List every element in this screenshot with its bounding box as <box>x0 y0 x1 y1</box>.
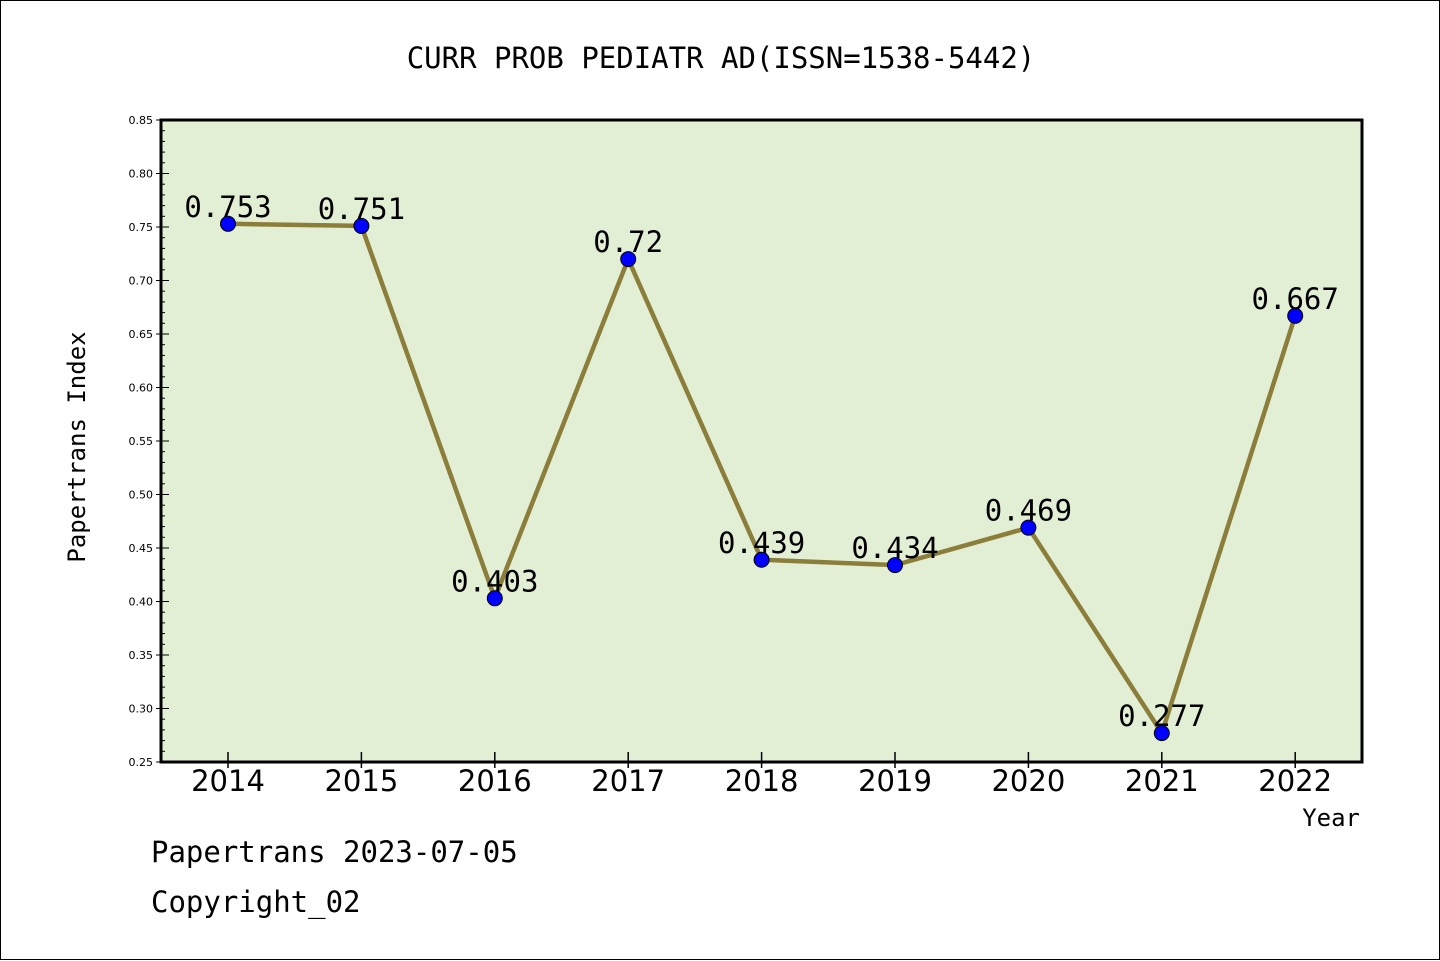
data-label: 0.469 <box>985 494 1072 528</box>
x-tick-label: 2021 <box>1125 764 1199 798</box>
data-label: 0.277 <box>1118 699 1205 733</box>
y-tick-label: 0.25 <box>129 756 154 769</box>
y-axis: 0.25 0.30 0.35 0.40 0.45 0.50 0.55 0.60 0.65 0.70… <box>129 114 169 769</box>
data-label: 0.751 <box>318 192 405 226</box>
y-tick-label: 0.55 <box>129 435 154 448</box>
y-axis-label: Papertrans Index <box>63 331 91 562</box>
data-point <box>1020 519 1037 536</box>
data-point <box>1287 307 1304 324</box>
y-tick-label: 0.65 <box>129 328 154 341</box>
data-label: 0.667 <box>1252 282 1339 316</box>
y-tick-label: 0.45 <box>129 542 154 555</box>
y-tick-label: 0.60 <box>129 382 154 395</box>
data-point <box>353 217 370 234</box>
x-tick-label: 2019 <box>858 764 932 798</box>
x-axis-label: Year <box>1302 804 1360 832</box>
data-point <box>1153 725 1170 742</box>
x-axis: 2014 2015 2016 2017 2018 2019 2020 2021 2022 <box>191 752 1332 798</box>
y-tick-label: 0.85 <box>129 114 154 127</box>
y-tick-label: 0.40 <box>129 596 154 609</box>
y-tick-label: 0.50 <box>129 489 154 502</box>
data-point <box>486 590 503 607</box>
x-tick-label: 2022 <box>1258 764 1332 798</box>
data-label: 0.434 <box>851 531 938 565</box>
y-tick-label: 0.35 <box>129 649 154 662</box>
data-point <box>753 551 770 568</box>
data-label: 0.753 <box>184 190 271 224</box>
data-label: 0.72 <box>593 225 663 259</box>
data-label: 0.439 <box>718 526 805 560</box>
data-point <box>220 215 236 232</box>
x-tick-label: 2020 <box>991 764 1065 798</box>
footer-copyright: Copyright_02 <box>151 885 361 919</box>
series-papertrans-index <box>220 215 1304 742</box>
y-tick-label: 0.75 <box>129 221 154 234</box>
x-tick-label: 2014 <box>191 764 265 798</box>
y-tick-label: 0.30 <box>129 703 154 716</box>
x-tick-label: 2016 <box>458 764 532 798</box>
y-tick-label: 0.70 <box>129 275 154 288</box>
x-tick-label: 2015 <box>324 764 398 798</box>
data-label: 0.403 <box>451 564 538 598</box>
y-tick-label: 0.80 <box>129 168 154 181</box>
x-tick-label: 2018 <box>725 764 799 798</box>
chart-title: CURR PROB PEDIATR AD(ISSN=1538-5442) <box>407 41 1036 75</box>
data-point <box>887 557 903 574</box>
footer-date: Papertrans 2023-07-05 <box>151 835 518 869</box>
data-point <box>620 251 637 268</box>
data-labels: 0.753 0.751 0.403 0.72 0.439 0.434 0.469 0.277 0… <box>184 190 1339 733</box>
x-tick-label: 2017 <box>591 764 665 798</box>
